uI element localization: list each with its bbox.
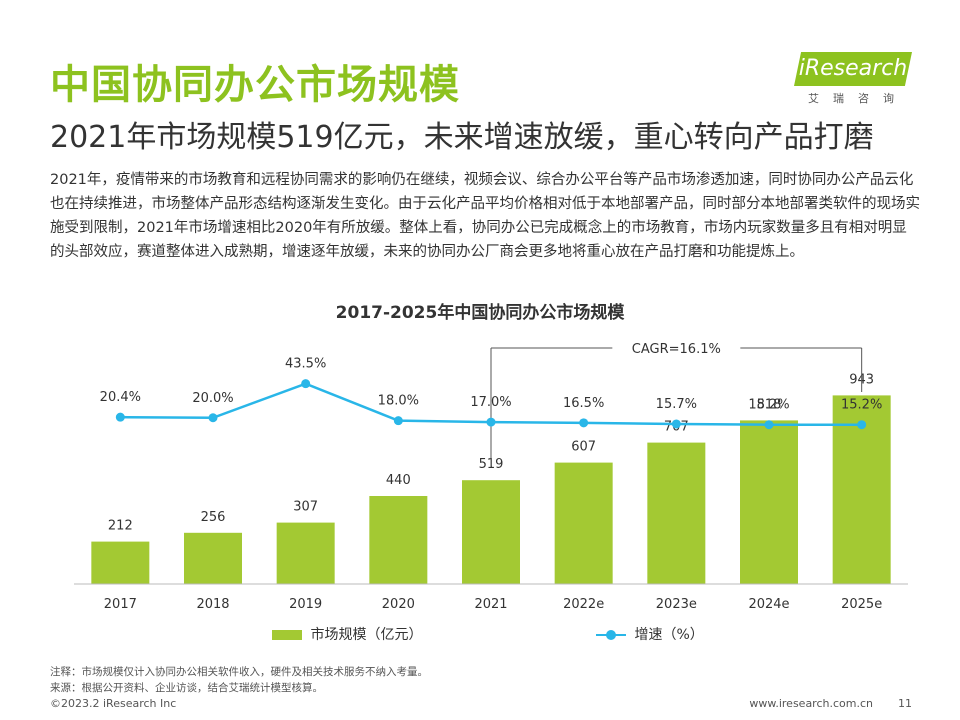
bar-label-2018: 256 bbox=[201, 510, 226, 525]
x-tick-2017: 2017 bbox=[104, 597, 137, 612]
summary-paragraph: 2021年，疫情带来的市场教育和远程协同需求的影响仍在继续，视频会议、综合办公平… bbox=[50, 172, 920, 260]
x-tick-2022e: 2022e bbox=[563, 597, 604, 612]
bar-2022e bbox=[554, 462, 613, 584]
legend-bar-label: 市场规模（亿元） bbox=[310, 627, 423, 643]
bar-2017 bbox=[91, 541, 150, 584]
chart-title: 2017-2025年中国协同办公市场规模 bbox=[335, 303, 625, 323]
growth-label-2023e: 15.7% bbox=[656, 397, 697, 412]
growth-point-2019 bbox=[301, 379, 311, 389]
x-tick-2018: 2018 bbox=[196, 597, 229, 612]
growth-label-2020: 18.0% bbox=[378, 394, 419, 409]
bar-label-2020: 440 bbox=[386, 473, 411, 488]
logo-wordmark: iResearch bbox=[794, 52, 912, 86]
growth-label-2017: 20.4% bbox=[100, 390, 141, 405]
copyright: ©2023.2 iResearch Inc bbox=[50, 697, 177, 710]
growth-label-2024e: 15.2% bbox=[748, 398, 789, 413]
bar-label-2022e: 607 bbox=[571, 440, 596, 455]
growth-point-2021 bbox=[486, 417, 496, 427]
growth-point-2025e bbox=[857, 420, 867, 430]
bar-2023e bbox=[647, 442, 706, 584]
bar-label-2024e: 818 bbox=[757, 397, 782, 412]
page-subtitle: 2021年市场规模519亿元，未来增速放缓，重心转向产品打磨 bbox=[50, 120, 874, 155]
bar-label-2017: 212 bbox=[108, 519, 133, 534]
growth-label-2025e: 15.2% bbox=[841, 398, 882, 413]
legend-bar-swatch bbox=[272, 630, 302, 640]
cagr-annotation: CAGR=16.1% bbox=[632, 342, 721, 357]
legend-line-swatch bbox=[596, 629, 626, 641]
growth-point-2018 bbox=[208, 413, 218, 423]
x-tick-2021: 2021 bbox=[474, 597, 507, 612]
bar-2021 bbox=[462, 480, 520, 584]
x-tick-2023e: 2023e bbox=[656, 597, 697, 612]
x-tick-2024e: 2024e bbox=[748, 597, 789, 612]
growth-point-2020 bbox=[393, 416, 403, 426]
growth-label-2022e: 16.5% bbox=[563, 396, 604, 411]
bar-2019 bbox=[276, 522, 335, 584]
bar-2020 bbox=[369, 496, 428, 584]
iresearch-logo: iResearch 艾瑞咨询 bbox=[792, 52, 912, 108]
legend-bar: 市场规模（亿元） bbox=[272, 624, 422, 644]
growth-label-2019: 43.5% bbox=[285, 357, 326, 372]
legend-line-label: 增速（%） bbox=[634, 627, 704, 643]
legend-line: 增速（%） bbox=[596, 624, 704, 644]
x-tick-2025e: 2025e bbox=[841, 597, 882, 612]
x-tick-2020: 2020 bbox=[382, 597, 415, 612]
page-title: 中国协同办公市场规模 bbox=[50, 62, 460, 108]
growth-label-2018: 20.0% bbox=[192, 391, 233, 406]
footer-right: www.iresearch.com.cn 11 bbox=[749, 697, 912, 710]
website-link[interactable]: www.iresearch.com.cn bbox=[749, 697, 873, 710]
growth-point-2024e bbox=[764, 420, 774, 430]
chart-source: 来源：根据公开资料、企业访谈，结合艾瑞统计模型核算。 bbox=[50, 682, 323, 694]
bar-2018 bbox=[184, 532, 242, 584]
growth-point-2017 bbox=[115, 412, 125, 422]
growth-point-2023e bbox=[671, 419, 681, 429]
bar-2024e bbox=[740, 420, 798, 584]
x-tick-2019: 2019 bbox=[289, 597, 322, 612]
growth-point-2022e bbox=[579, 418, 589, 428]
bar-label-2019: 307 bbox=[293, 500, 318, 515]
page-number: 11 bbox=[898, 697, 912, 710]
growth-label-2021: 17.0% bbox=[470, 395, 511, 410]
chart-note: 注释：市场规模仅计入协同办公相关软件收入，硬件及相关技术服务不纳入考量。 bbox=[50, 666, 428, 678]
logo-chinese: 艾瑞咨询 bbox=[808, 92, 908, 105]
